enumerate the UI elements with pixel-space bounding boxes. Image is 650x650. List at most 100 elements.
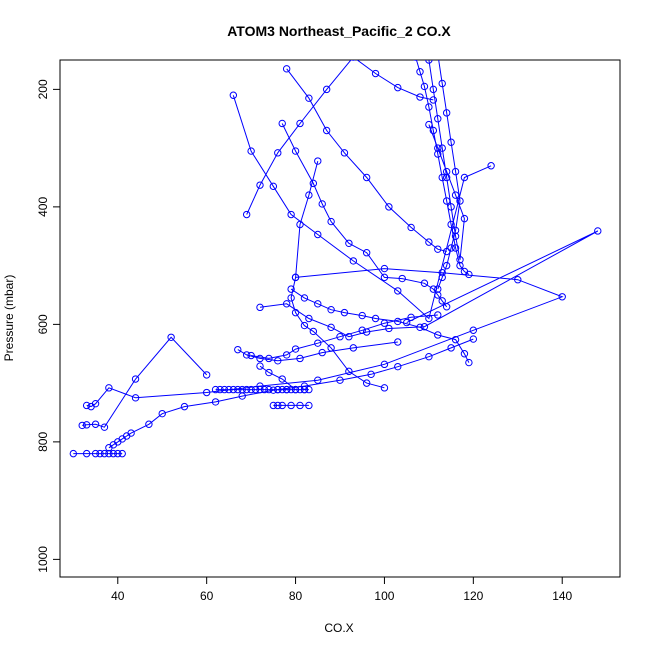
data-point [109,449,118,458]
data-point [127,429,135,437]
data-point [413,60,418,61]
data-point [438,144,446,152]
data-point [211,398,220,406]
x-tick-label: 140 [552,589,572,603]
data-point [438,268,446,277]
data-point [300,321,309,330]
data-point [82,449,91,458]
data-point [447,138,455,146]
data-point [442,261,451,270]
data-point [300,294,309,302]
data-point [465,270,473,279]
data-point [469,335,478,343]
data-point [469,326,478,334]
data-point [434,331,442,339]
data-point [558,293,566,301]
data-point [460,173,469,182]
data-point [394,287,402,295]
data-point [202,371,211,379]
data-point [318,348,326,357]
data-point [407,223,415,232]
series-line [290,160,385,389]
data-point [274,401,282,410]
data-point [274,357,282,365]
data-point [434,115,442,123]
data-point [305,385,313,394]
data-point [211,385,220,394]
data-point [167,333,175,341]
data-point [158,409,166,418]
data-point [296,119,304,128]
data-point [425,352,433,361]
data-point [269,182,278,191]
x-axis-label: CO.X [324,621,353,635]
data-point [425,314,433,323]
data-point [278,375,286,383]
series-10 [256,227,602,341]
data-point [362,249,371,257]
data-point [420,82,429,91]
data-point [420,323,429,331]
data-point [100,423,109,431]
data-point [380,264,389,273]
data-point [291,147,300,155]
data-point [434,291,442,299]
data-point [438,273,446,282]
data-point [380,384,389,392]
y-tick-label: 800 [36,432,50,452]
data-point [429,285,438,293]
data-point [371,314,380,323]
data-point [465,358,473,367]
data-point [305,94,313,102]
data-point [380,360,389,369]
series-line [246,60,434,215]
data-point [425,103,433,111]
data-point [438,79,446,88]
y-tick-label: 400 [36,197,50,217]
data-point [451,244,460,252]
data-point [96,449,104,458]
data-point [278,401,286,410]
data-point [256,303,264,312]
data-point [416,93,424,101]
data-point [442,109,451,117]
data-point [274,385,282,394]
series-17 [413,60,473,279]
data-point [91,449,100,458]
data-point [274,149,282,157]
data-point [349,257,358,265]
data-point [367,370,375,379]
data-point [265,354,273,363]
data-point [451,167,460,176]
data-point [327,344,335,352]
series-line [232,95,492,320]
data-point [398,274,406,283]
data-point [385,324,393,333]
data-point [420,279,429,287]
y-axis: 200 400 600 800 1000 [36,79,61,573]
data-point [82,421,91,429]
data-point [385,203,393,211]
data-point [318,200,326,208]
data-point [242,385,251,394]
data-point [278,385,286,394]
y-axis-label: Pressure (mbar) [2,275,16,362]
data-point [234,345,242,354]
x-tick-label: 100 [374,589,394,603]
data-point [416,68,424,76]
data-point [256,354,264,363]
data-point [425,60,433,64]
data-point [314,300,322,308]
data-point [216,385,224,394]
data-point [238,385,246,394]
series-line [108,338,474,449]
series-line [82,336,208,428]
data-point [309,179,318,188]
data-point [429,85,438,94]
data-point [451,232,460,240]
data-point [327,323,335,332]
data-point [282,385,291,394]
data-point [429,126,438,135]
series-line [259,365,309,391]
data-point [345,367,353,376]
